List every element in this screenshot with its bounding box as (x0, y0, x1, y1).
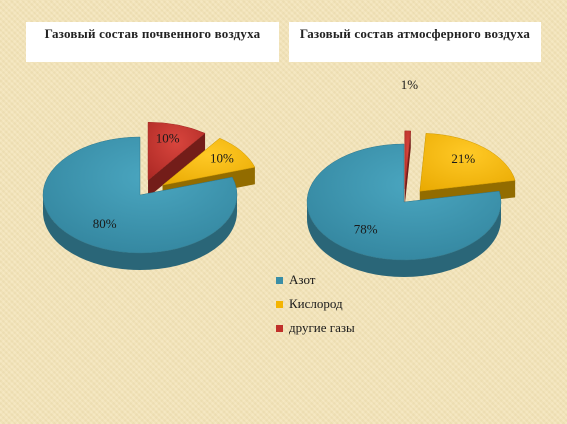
legend-swatch-oxygen (276, 300, 283, 308)
pie-slice-nitrogen: 78% (306, 143, 502, 277)
pie-cut-other-1 (148, 133, 206, 198)
legend-label-other: другие газы (289, 320, 355, 335)
pie-top-oxygen (419, 133, 516, 192)
pie-cut-other-1 (404, 130, 411, 206)
legend-item-oxygen: Кислород (276, 292, 355, 316)
pie-chart-atmosphere: 1% 21% 78% (306, 77, 516, 277)
legend-item-nitrogen: Азот (276, 268, 355, 292)
data-label-other: 10% (156, 130, 180, 145)
data-label-nitrogen: 78% (354, 222, 378, 237)
chart-legend: Азот Кислород другие газы (276, 268, 355, 340)
pie-top-other (147, 121, 206, 181)
legend-label-oxygen: Кислород (289, 296, 343, 311)
legend-swatch-nitrogen (276, 276, 283, 284)
data-label-nitrogen: 80% (93, 216, 117, 231)
pie-side-nitrogen (43, 195, 237, 270)
pie-top-other (404, 130, 412, 189)
data-label-oxygen: 10% (210, 151, 234, 166)
pie-top-oxygen (162, 137, 256, 186)
pie-slice-other: 10% (147, 121, 206, 198)
pie-top-nitrogen (306, 143, 502, 261)
legend-label-nitrogen: Азот (289, 272, 316, 287)
chart-title-soil: Газовый состав почвенного воздуха (26, 22, 279, 62)
pie-slice-other: 1% (401, 77, 419, 206)
pie-side-nitrogen (307, 202, 501, 277)
data-label-other: 1% (401, 77, 419, 92)
pie-slice-nitrogen: 80% (42, 136, 238, 270)
legend-item-other: другие газы (276, 316, 355, 340)
pie-top-nitrogen (42, 136, 238, 254)
chart-title-atmosphere: Газовый состав атмосферного воздуха (289, 22, 541, 62)
pie-chart-soil: 10% 10% 80% (42, 121, 256, 270)
data-label-oxygen: 21% (451, 151, 475, 166)
legend-swatch-other (276, 324, 283, 332)
